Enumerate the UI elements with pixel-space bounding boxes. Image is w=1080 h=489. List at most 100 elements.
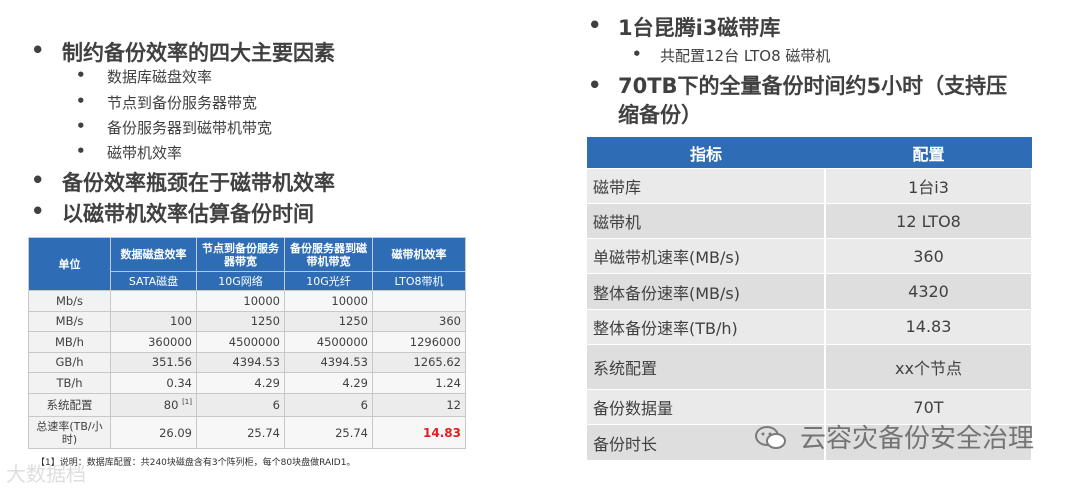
left-sub-item: 磁带机效率 — [107, 144, 183, 162]
table-header: 配置 — [825, 137, 1032, 169]
bullet-dot: • — [588, 73, 602, 97]
cell: 10000 — [284, 290, 373, 312]
table-row: MB/s 100 1250 1250 360 — [28, 310, 466, 333]
bullet-dot: • — [76, 142, 86, 160]
table-row: 单磁带机速率(MB/s) 360 — [587, 238, 1033, 274]
table-footnote: 【1】说明：数据库配置：共240块磁盘含有3个阵列柜，每个80块盘做RAID1。 — [36, 458, 356, 468]
bullet-dot: • — [31, 168, 45, 192]
left-heading-2: 备份效率瓶颈在于磁带机效率 — [62, 171, 335, 195]
left-sub-item: 备份服务器到磁带机带宽 — [107, 119, 273, 137]
metric-value: 14.83 — [825, 308, 1033, 345]
cell: 26.09 — [110, 416, 197, 449]
metric-value: 12 LTO8 — [825, 203, 1033, 239]
cell: 6 — [284, 392, 373, 418]
cell: 360000 — [110, 331, 197, 353]
cell: 100 — [110, 310, 197, 333]
cell: 10000 — [196, 290, 285, 312]
cell: 12 — [372, 392, 466, 418]
row-unit: Mb/s — [28, 290, 111, 312]
cell: 351.56 — [110, 351, 197, 374]
metric-value: 360 — [825, 238, 1033, 274]
metric-value: 70T — [825, 389, 1033, 425]
metric-name: 整体备份速率(TB/h) — [587, 308, 826, 345]
row-unit: MB/s — [28, 310, 111, 333]
metric-name: 整体备份速率(MB/s) — [587, 273, 826, 310]
cell: 1296000 — [372, 331, 466, 353]
bullet-dot: • — [632, 45, 642, 63]
right-sub-item: 共配置12台 LTO8 磁带机 — [660, 47, 831, 65]
table-row: 备份时长 — [587, 424, 1033, 460]
cell: 25.74 — [284, 416, 373, 449]
left-heading-3: 以磁带机效率估算备份时间 — [62, 202, 314, 226]
efficiency-table: 单位 数据磁盘效率 节点到备份服务器带宽 备份服务器到磁带机带宽 磁带机效率 S… — [28, 237, 466, 449]
cell: 25.74 — [196, 416, 285, 449]
cell-value: 80 — [163, 397, 179, 412]
row-unit: MB/h — [28, 331, 111, 353]
table-row: 总速率(TB/小时) 26.09 25.74 25.74 14.83 — [28, 416, 466, 449]
table-row: 系统配置 80 [1] 6 6 12 — [28, 392, 466, 418]
table-header: 磁带机效率 — [372, 237, 466, 272]
table-row: GB/h 351.56 4394.53 4394.53 1265.62 — [28, 351, 466, 374]
table-header: 数据磁盘效率 — [110, 237, 197, 272]
wechat-icon — [755, 426, 786, 449]
metric-name: 单磁带机速率(MB/s) — [587, 238, 826, 274]
footnote-ref: [1] — [182, 398, 192, 406]
cell: 0.34 — [110, 372, 197, 394]
left-sub-item: 节点到备份服务器带宽 — [107, 94, 258, 112]
cell: 1250 — [284, 310, 373, 333]
cell: 1.24 — [372, 372, 466, 394]
table-subheader: SATA磁盘 — [110, 271, 197, 291]
cell: 4394.53 — [196, 351, 285, 374]
left-sub-item: 数据库磁盘效率 — [107, 68, 213, 86]
metric-name: 磁带机 — [587, 203, 826, 239]
table-row: 备份数据量 70T — [587, 389, 1033, 425]
metric-value: 1台i3 — [825, 168, 1033, 204]
cell: 360 — [372, 310, 466, 333]
cell: 1265.62 — [372, 351, 466, 374]
right-heading-2: 70TB下的全量备份时间约5小时（支持压缩备份） — [618, 74, 1008, 127]
row-unit: TB/h — [28, 372, 111, 394]
metric-name: 磁带库 — [587, 168, 826, 204]
cell — [372, 290, 466, 312]
cell: 4500000 — [196, 331, 285, 353]
cell: 4394.53 — [284, 351, 373, 374]
table-header: 节点到备份服务器带宽 — [196, 237, 285, 272]
table-row: 磁带库 1台i3 — [587, 168, 1033, 204]
bullet-dot: • — [76, 92, 86, 110]
config-table: 指标 配置 磁带库 1台i3 磁带机 12 LTO8 单磁带机速率(MB/s) … — [587, 137, 1033, 460]
cell: 6 — [196, 392, 285, 418]
watermark-right: 云容灾备份安全治理 — [800, 424, 1035, 454]
row-unit: GB/h — [28, 351, 111, 374]
table-row: TB/h 0.34 4.29 4.29 1.24 — [28, 372, 466, 394]
right-heading-1: 1台昆腾i3磁带库 — [618, 16, 781, 40]
table-row: MB/h 360000 4500000 4500000 1296000 — [28, 331, 466, 353]
metric-value: xx个节点 — [825, 343, 1033, 390]
cell: 4500000 — [284, 331, 373, 353]
bullet-dot: • — [76, 117, 86, 135]
metric-name: 备份数据量 — [587, 389, 826, 425]
left-heading-1: 制约备份效率的四大主要因素 — [62, 41, 335, 65]
cell: 1250 — [196, 310, 285, 333]
table-subheader: LTO8带机 — [372, 271, 466, 291]
table-row: 磁带机 12 LTO8 — [587, 203, 1033, 239]
table-row: 整体备份速率(MB/s) 4320 — [587, 273, 1033, 310]
table-row: 系统配置 xx个节点 — [587, 343, 1033, 390]
cell: 80 [1] — [110, 392, 197, 418]
metric-name: 系统配置 — [587, 343, 826, 390]
table-subheader: 10G光纤 — [284, 271, 373, 291]
table-row: Mb/s 10000 10000 — [28, 290, 466, 312]
cell — [110, 290, 197, 312]
bullet-dot: • — [31, 199, 45, 223]
table-row: 整体备份速率(TB/h) 14.83 — [587, 308, 1033, 345]
table-header: 备份服务器到磁带机带宽 — [284, 237, 373, 272]
metric-value: 4320 — [825, 273, 1033, 310]
table-header-unit: 单位 — [28, 237, 111, 291]
row-unit: 总速率(TB/小时) — [28, 416, 111, 449]
metric-value — [825, 424, 1033, 460]
bullet-dot: • — [76, 66, 86, 84]
table-header: 指标 — [587, 137, 825, 169]
cell: 4.29 — [284, 372, 373, 394]
bullet-dot: • — [588, 13, 602, 37]
metric-name: 备份时长 — [587, 424, 826, 460]
cell: 4.29 — [196, 372, 285, 394]
